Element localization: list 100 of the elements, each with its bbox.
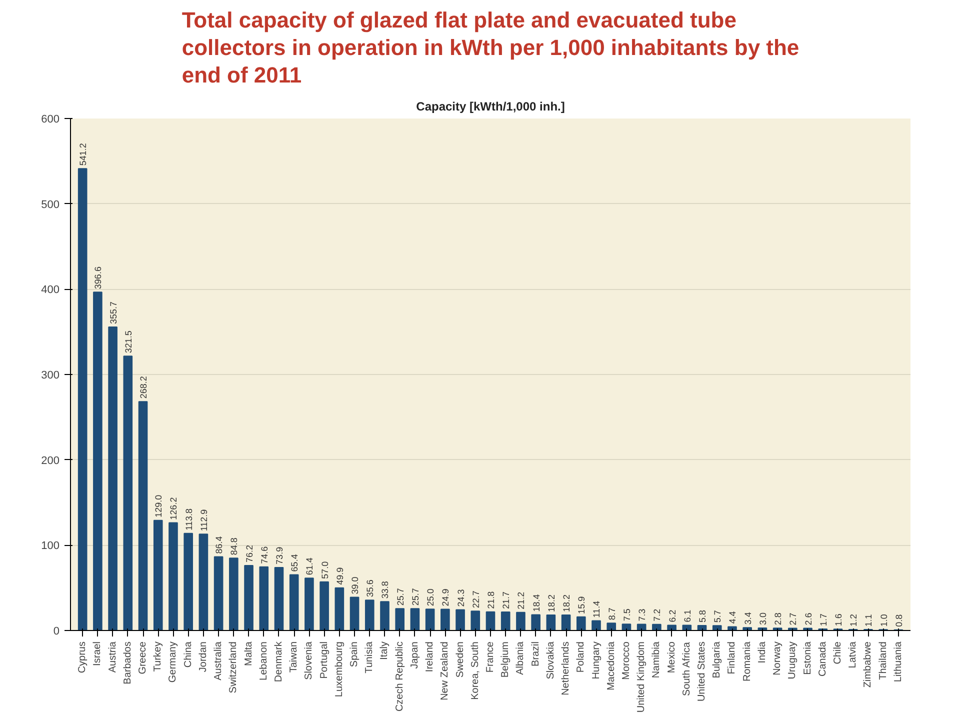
data-label: 126.2 <box>168 497 179 520</box>
data-label: 7.3 <box>637 608 648 622</box>
x-tick-label: Macedonia <box>606 641 617 690</box>
data-label: 61.4 <box>304 558 315 576</box>
data-label: 4.4 <box>728 611 738 624</box>
x-tick-label: Chile <box>832 641 844 664</box>
x-tick-label: Romania <box>742 641 753 682</box>
x-tick-label: Czech Republic <box>394 641 406 712</box>
x-tick-label: Malta <box>243 641 254 666</box>
data-label: 112.9 <box>198 509 209 532</box>
x-tick-label: Greece <box>138 641 149 674</box>
data-label: 5.7 <box>712 610 723 623</box>
y-tick-label: 500 <box>41 198 60 211</box>
data-label: 39.0 <box>350 576 360 594</box>
x-tick-label: Barbados <box>122 641 134 684</box>
data-label: 541.2 <box>78 143 88 166</box>
data-label: 21.7 <box>501 591 512 609</box>
x-tick-label: Portugal <box>318 641 330 679</box>
data-label: 5.8 <box>698 610 708 623</box>
data-label: 1.1 <box>864 614 874 627</box>
x-tick-label: Netherlands <box>560 642 572 696</box>
x-tick-label: Latvia <box>848 641 859 668</box>
data-label: 6.1 <box>682 610 692 622</box>
x-tick-label: Slovakia <box>545 641 556 680</box>
x-tick-label: Austria <box>107 641 118 673</box>
x-tick-label: United States <box>696 641 708 702</box>
x-tick-label: Finland <box>726 641 738 674</box>
data-label: 1.0 <box>878 614 889 627</box>
data-label: 33.8 <box>380 581 390 599</box>
x-tick-label: Korea, South <box>470 642 481 700</box>
data-label: 18.4 <box>531 594 542 612</box>
data-label: 73.9 <box>274 546 284 564</box>
x-tick-label: Albania <box>515 641 526 675</box>
data-label: 22.7 <box>470 590 481 608</box>
x-tick-label: Lebanon <box>258 641 270 680</box>
x-tick-label: Hungary <box>590 641 602 680</box>
x-tick-label: Lithuania <box>892 641 904 682</box>
data-label: 321.5 <box>123 330 134 354</box>
x-tick-label: Namibia <box>651 641 662 678</box>
y-tick-label: 100 <box>41 540 60 552</box>
x-tick-label: Belgium <box>500 641 512 678</box>
data-label: 6.2 <box>667 610 678 622</box>
x-tick-label: Taiwan <box>288 641 300 673</box>
x-tick-label: India <box>756 641 768 664</box>
x-tick-label: Norway <box>772 641 784 676</box>
data-label: 1.2 <box>848 614 859 626</box>
y-tick-label: 0 <box>53 626 60 638</box>
x-tick-label: Zimbabwe <box>862 641 874 688</box>
x-tick-label: Denmark <box>273 640 284 682</box>
y-tick-label: 400 <box>41 284 60 296</box>
x-tick-label: China <box>182 641 194 668</box>
data-label: 0.8 <box>894 614 904 627</box>
data-label: 21.2 <box>516 592 526 610</box>
x-tick-label: Italy <box>379 641 390 660</box>
x-tick-label: Turkey <box>152 641 164 672</box>
x-tick-label: Estonia <box>802 641 814 675</box>
data-label: 2.8 <box>773 612 784 626</box>
x-tick-label: New Zealand <box>440 642 451 700</box>
x-tick-label: Tunisia <box>364 641 376 674</box>
data-label: 84.8 <box>229 538 240 556</box>
data-label: 24.9 <box>440 588 451 606</box>
data-label: 24.3 <box>456 589 466 607</box>
data-label: 7.5 <box>622 608 632 622</box>
x-tick-label: Sweden <box>454 641 466 678</box>
x-tick-label: Jordan <box>198 642 209 672</box>
data-label: 65.4 <box>290 554 300 572</box>
data-label: 3.4 <box>742 612 753 625</box>
data-label: 1.7 <box>818 614 828 626</box>
data-label: 18.2 <box>562 594 572 612</box>
data-label: 11.4 <box>592 600 602 618</box>
x-tick-label: Luxembourg <box>334 641 345 698</box>
data-label: 86.4 <box>214 536 224 554</box>
data-label: 3.0 <box>758 612 768 625</box>
data-label: 2.7 <box>788 612 798 626</box>
data-label: 18.2 <box>546 594 556 612</box>
data-label: 8.7 <box>606 608 617 620</box>
y-tick-label: 200 <box>41 454 60 467</box>
x-tick-label: Japan <box>409 641 420 669</box>
y-tick-label: 600 <box>41 114 60 126</box>
x-tick-label: Spain <box>349 642 360 668</box>
x-tick-label: France <box>485 641 496 673</box>
x-tick-label: South Africa <box>681 642 692 696</box>
x-tick-label: Thailand <box>878 642 889 680</box>
data-label: 7.2 <box>652 608 662 622</box>
data-label: 57.0 <box>320 561 330 579</box>
x-tick-label: Uruguay <box>787 641 798 680</box>
data-label: 21.8 <box>486 591 496 609</box>
x-tick-label: Germany <box>168 642 179 683</box>
x-tick-label: Bulgaria <box>712 641 723 678</box>
x-tick-label: Morocco <box>620 641 632 680</box>
data-label: 76.2 <box>244 544 254 562</box>
data-label: 113.8 <box>184 508 194 530</box>
chart-title: Total capacity of glazed flat plate and evacuated tube collectors in operation in kWth per 1,000 inhabitants by the end of 2011 <box>182 8 800 88</box>
data-label: 268.2 <box>138 376 149 399</box>
chart-subtitle: Capacity [kWth/1,000 inh.] <box>416 100 565 114</box>
data-label: 129.0 <box>154 494 164 518</box>
data-label: 25.0 <box>426 588 436 606</box>
data-label: 2.6 <box>803 612 814 626</box>
x-tick-label: Poland <box>576 641 587 673</box>
data-label: 49.9 <box>334 567 345 585</box>
